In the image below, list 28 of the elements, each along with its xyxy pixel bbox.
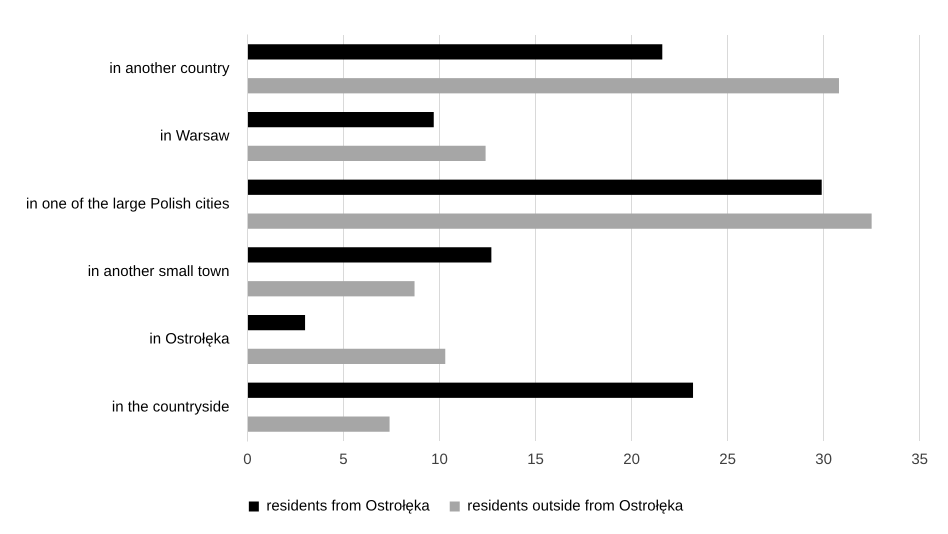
bar [248,213,872,229]
legend-label: residents outside from Ostrołęka [467,498,684,515]
x-tick-label: 25 [719,451,736,468]
legend-label: residents from Ostrołęka [266,498,430,515]
y-tick-label: in Warsaw [160,128,230,145]
bar [248,44,662,60]
x-tick-label: 0 [243,451,252,468]
x-tick-label: 10 [431,451,448,468]
bar [248,281,415,296]
y-tick-label: in the countryside [112,398,230,416]
bar [248,146,486,162]
bar [248,247,492,263]
y-tick-label: in another country [109,60,230,77]
bar [248,348,446,364]
y-tick-label: in another small town [88,262,230,280]
bar [248,382,694,398]
x-tick-label: 20 [623,451,640,468]
y-tick-label: in Ostrołęka [149,330,230,348]
x-tick-label: 35 [911,451,928,468]
x-tick-label: 30 [815,451,832,468]
bar [248,78,839,94]
bar [248,112,434,128]
x-tick-label: 15 [527,451,544,468]
y-tick-label: in one of the large Polish cities [26,195,230,212]
x-tick-label: 5 [339,451,348,468]
bar [248,314,306,330]
bar [248,180,822,195]
bar [248,416,390,432]
